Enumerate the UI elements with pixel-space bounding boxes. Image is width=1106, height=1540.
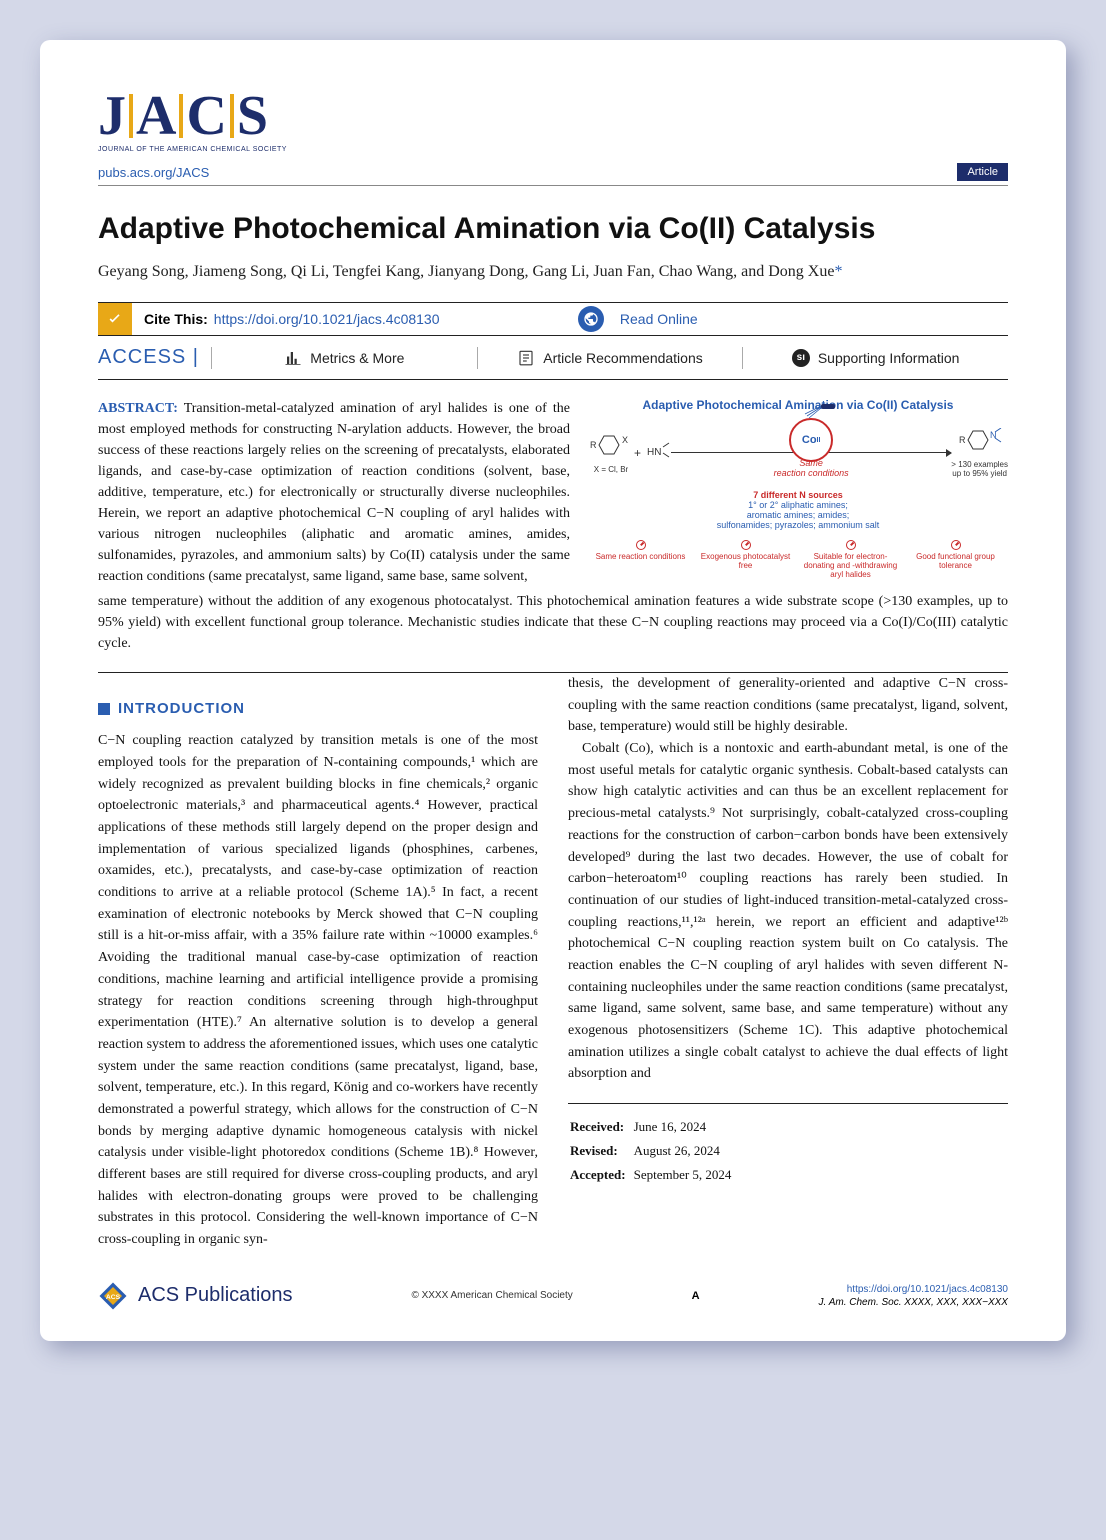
- dates-box: Received:June 16, 2024 Revised:August 26…: [568, 1103, 1008, 1188]
- logo-subtitle: JOURNAL OF THE AMERICAN CHEMICAL SOCIETY: [98, 146, 1008, 153]
- abstract-body-1: Transition-metal-catalyzed amination of …: [98, 401, 570, 584]
- acs-publications-text: ACS Publications: [138, 1284, 293, 1307]
- supporting-info-link[interactable]: sı Supporting Information: [742, 347, 1008, 369]
- column-right: thesis, the development of generality-or…: [568, 673, 1008, 1251]
- bar-chart-icon: [284, 349, 302, 367]
- toc-features: Same reaction conditions Exogenous photo…: [588, 540, 1008, 579]
- logo-divider: [179, 94, 183, 138]
- revised-date: August 26, 2024: [634, 1140, 738, 1162]
- pubs-row: pubs.acs.org/JACS Article: [98, 163, 1008, 186]
- intro-col2b-text: Cobalt (Co), which is a nontoxic and ear…: [568, 738, 1008, 1085]
- metrics-link[interactable]: Metrics & More: [211, 347, 477, 369]
- footer-citation-text: J. Am. Chem. Soc. XXXX, XXX, XXX−XXX: [819, 1297, 1008, 1308]
- cite-check-icon: [98, 303, 132, 335]
- document-icon: [517, 349, 535, 367]
- abstract-text-2: same temperature) without the addition o…: [98, 591, 1008, 673]
- si-icon: sı: [792, 349, 810, 367]
- abstract-label: ABSTRACT:: [98, 401, 178, 416]
- svg-text:X: X: [622, 435, 628, 445]
- logo-letter-c: C: [186, 88, 226, 144]
- acs-publications-logo: ACS ACS Publications: [98, 1281, 293, 1311]
- accepted-label: Accepted:: [570, 1164, 632, 1186]
- toc-amine: HN: [641, 441, 671, 465]
- logo-letter-a: A: [136, 88, 176, 144]
- section-square-icon: [98, 703, 110, 715]
- abstract-text-1: ABSTRACT: Transition-metal-catalyzed ami…: [98, 398, 570, 587]
- logo-divider: [129, 94, 133, 138]
- acs-diamond-icon: ACS: [98, 1281, 128, 1311]
- intro-heading: INTRODUCTION: [98, 697, 538, 720]
- abstract-row: ABSTRACT: Transition-metal-catalyzed ami…: [98, 398, 1008, 587]
- read-online-icon: [574, 303, 608, 335]
- svg-text:R: R: [959, 435, 966, 445]
- body-columns: INTRODUCTION C−N coupling reaction catal…: [98, 673, 1008, 1251]
- toc-co-cycle: CoII: [789, 418, 833, 462]
- copyright-text: © XXXX American Chemical Society: [411, 1290, 572, 1301]
- authors-text: Geyang Song, Jiameng Song, Qi Li, Tengfe…: [98, 263, 834, 280]
- column-left: INTRODUCTION C−N coupling reaction catal…: [98, 673, 538, 1251]
- recs-text: Article Recommendations: [543, 350, 703, 366]
- intro-col1-text: C−N coupling reaction catalyzed by trans…: [98, 730, 538, 1251]
- toc-product: RN > 130 examples up to 95% yield: [951, 428, 1008, 478]
- doi-link[interactable]: https://doi.org/10.1021/jacs.4c08130: [214, 311, 440, 327]
- svg-text:HN: HN: [647, 447, 661, 458]
- revised-label: Revised:: [570, 1140, 632, 1162]
- corresponding-asterisk: *: [834, 263, 842, 280]
- author-list: Geyang Song, Jiameng Song, Qi Li, Tengfe…: [98, 260, 1008, 284]
- logo-letter-s: S: [237, 88, 268, 144]
- article-title: Adaptive Photochemical Amination via Co(…: [98, 212, 1008, 246]
- read-online-link[interactable]: Read Online: [608, 303, 1008, 335]
- metrics-text: Metrics & More: [310, 350, 404, 366]
- svg-text:ACS: ACS: [106, 1294, 121, 1301]
- access-bar: ACCESS | Metrics & More Article Recommen…: [98, 336, 1008, 380]
- toc-reactant: RX X = Cl, Br: [588, 433, 634, 474]
- recommendations-link[interactable]: Article Recommendations: [477, 347, 743, 369]
- cite-this-block: Cite This: https://doi.org/10.1021/jacs.…: [132, 303, 574, 335]
- received-label: Received:: [570, 1116, 632, 1138]
- si-text: Supporting Information: [818, 350, 960, 366]
- svg-text:R: R: [590, 440, 597, 450]
- accepted-date: September 5, 2024: [634, 1164, 738, 1186]
- intro-title: INTRODUCTION: [118, 697, 245, 720]
- footer-doi-link[interactable]: https://doi.org/10.1021/jacs.4c08130: [847, 1284, 1008, 1295]
- logo-letter-j: J: [98, 88, 126, 144]
- journal-logo: J A C S JOURNAL OF THE AMERICAN CHEMICAL…: [98, 88, 1008, 153]
- toc-graphic: Adaptive Photochemical Amination via Co(…: [588, 398, 1008, 568]
- page: J A C S JOURNAL OF THE AMERICAN CHEMICAL…: [40, 40, 1066, 1341]
- logo-divider: [230, 94, 234, 138]
- cite-bar: Cite This: https://doi.org/10.1021/jacs.…: [98, 302, 1008, 336]
- intro-col2a-text: thesis, the development of generality-or…: [568, 673, 1008, 738]
- cite-label: Cite This:: [144, 311, 208, 327]
- received-date: June 16, 2024: [634, 1116, 738, 1138]
- footer-citation: https://doi.org/10.1021/jacs.4c08130 J. …: [819, 1283, 1008, 1309]
- page-number: A: [692, 1290, 700, 1302]
- access-label: ACCESS |: [98, 346, 211, 369]
- page-footer: ACS ACS Publications © XXXX American Che…: [98, 1281, 1008, 1311]
- article-type-badge: Article: [957, 163, 1008, 181]
- pubs-url-link[interactable]: pubs.acs.org/JACS: [98, 165, 209, 180]
